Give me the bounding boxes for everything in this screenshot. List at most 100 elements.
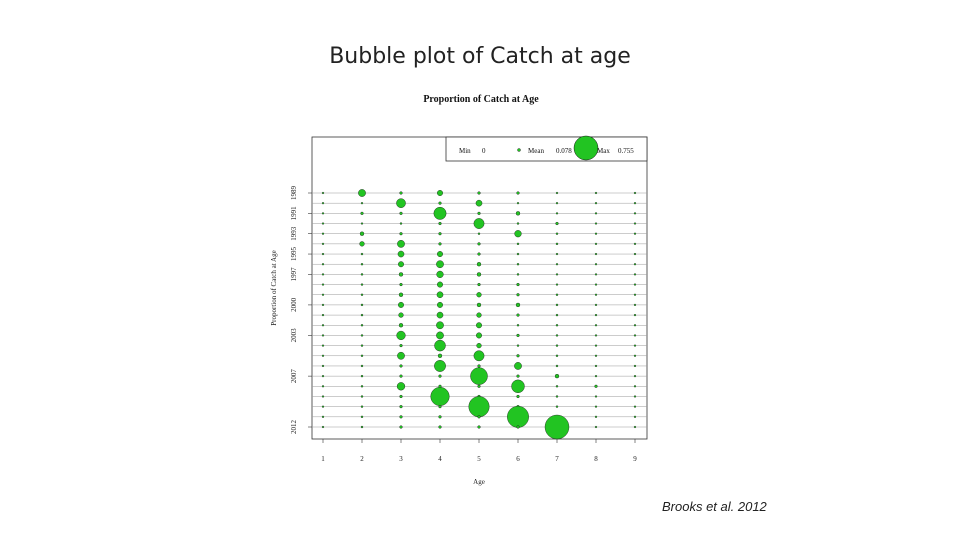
bubble-2002-age-2 (360, 324, 364, 327)
bubble-1989-age-7 (555, 191, 559, 195)
y-tick-label-1993: 1993 (290, 226, 298, 241)
y-axis-ticks: 1989 1991 1993 1995 1997 2000 2003 2007 2012 (290, 186, 312, 435)
y-tick-label-2003: 2003 (290, 328, 298, 343)
bubble-1991-age-2 (360, 211, 364, 215)
bubble-2006-age-5 (477, 364, 481, 368)
bubble-2011-age-6 (507, 405, 529, 428)
bubble-1999-age-4 (436, 291, 444, 299)
bubble-2001-age-3 (398, 312, 404, 318)
bubble-2000-age-5 (476, 302, 482, 308)
bubble-2012-age-3 (399, 425, 403, 429)
x-tick-label-1: 1 (321, 455, 325, 463)
bubble-2008-age-3 (396, 382, 406, 391)
bubble-1994-age-5 (477, 242, 481, 246)
bubble-1999-age-8 (594, 293, 598, 296)
bubble-1997-age-9 (633, 273, 637, 276)
bubble-1999-age-1 (321, 293, 325, 296)
y-tick-label-2012: 2012 (290, 420, 298, 435)
bubble-1996-age-7 (555, 263, 559, 266)
x-tick-label-7: 7 (555, 455, 559, 463)
bubble-1999-age-5 (476, 292, 482, 298)
bubble-2005-age-2 (360, 354, 364, 357)
bubble-1993-age-2 (359, 231, 365, 236)
bubble-2007-age-5 (470, 367, 488, 385)
bubble-2003-age-7 (555, 334, 559, 337)
bubble-1995-age-7 (555, 252, 559, 256)
bubble-1989-age-6 (516, 191, 520, 195)
bubble-1997-age-3 (398, 272, 404, 277)
bubble-2006-age-4 (434, 360, 446, 372)
bubble-2004-age-9 (633, 344, 637, 347)
plot-frame (311, 136, 648, 440)
bubble-2002-age-6 (516, 324, 520, 327)
bubble-1990-age-4 (438, 201, 442, 205)
bubble-1992-age-8 (594, 222, 598, 225)
bubble-1997-age-7 (555, 273, 559, 276)
x-tick-label-3: 3 (399, 455, 403, 463)
bubble-1989-age-2 (358, 189, 366, 197)
bubble-2006-age-9 (633, 364, 637, 368)
bubble-1992-age-5 (473, 218, 485, 229)
bubble-1995-age-2 (360, 252, 364, 256)
bubble-2003-age-3 (396, 330, 406, 341)
x-axis-label: Age (473, 478, 485, 486)
legend-min-value: 0 (482, 147, 486, 155)
bubble-2009-age-6 (516, 394, 520, 399)
bubble-1991-age-4 (433, 206, 447, 220)
bubbles (321, 189, 637, 440)
bubble-1996-age-5 (476, 262, 482, 267)
bubble-2002-age-5 (476, 322, 482, 329)
bubble-2000-age-2 (360, 303, 364, 307)
bubble-1998-age-7 (555, 283, 559, 286)
bubble-2004-age-4 (434, 339, 446, 352)
bubble-2008-age-9 (633, 385, 637, 388)
bubble-2008-age-8 (594, 384, 598, 388)
x-tick-label-6: 6 (516, 455, 520, 463)
bubble-2006-age-6 (514, 362, 522, 370)
bubble-1998-age-1 (321, 283, 325, 286)
bubble-2005-age-8 (594, 354, 598, 357)
bubble-2012-age-2 (360, 425, 364, 429)
bubble-1997-age-6 (516, 273, 520, 276)
bubble-1993-age-3 (399, 232, 403, 236)
bubble-1998-age-6 (516, 282, 520, 287)
bubble-2001-age-7 (555, 313, 559, 317)
bubble-2004-age-6 (516, 344, 520, 347)
x-tick-label-2: 2 (360, 455, 364, 463)
bubble-2009-age-1 (321, 395, 325, 398)
bubble-2009-age-3 (399, 394, 403, 399)
bubble-2010-age-8 (594, 405, 598, 408)
bubble-1994-age-2 (359, 241, 365, 247)
bubble-2000-age-8 (594, 303, 598, 307)
bubble-2008-age-2 (360, 385, 364, 388)
x-tick-label-9: 9 (633, 455, 637, 463)
bubble-2012-age-1 (321, 425, 325, 429)
bubble-2010-age-1 (321, 405, 325, 408)
bubble-2001-age-4 (436, 311, 444, 319)
x-tick-label-8: 8 (594, 455, 598, 463)
legend-max-label: Max (597, 147, 610, 155)
bubble-1996-age-2 (360, 263, 364, 266)
bubble-2005-age-4 (437, 353, 443, 358)
bubble-1996-age-4 (436, 260, 444, 269)
bubble-1999-age-7 (555, 293, 559, 296)
bubble-1997-age-5 (476, 272, 482, 277)
legend-mean-value: 0.078 (556, 147, 572, 155)
bubble-2002-age-1 (321, 324, 325, 327)
bubble-2010-age-5 (468, 396, 490, 418)
bubble-2011-age-8 (594, 415, 598, 418)
bubble-1994-age-6 (516, 242, 520, 246)
chart-title: Proportion of Catch at Age (423, 94, 539, 105)
bubble-1998-age-5 (477, 282, 481, 287)
bubble-1990-age-5 (475, 199, 483, 207)
bubble-1990-age-7 (555, 202, 559, 205)
bubble-1998-age-3 (399, 282, 403, 287)
legend-box (445, 136, 648, 162)
bubble-2002-age-4 (436, 321, 444, 330)
bubble-1996-age-1 (321, 263, 325, 266)
bubble-1992-age-9 (633, 222, 637, 225)
bubble-2012-age-9 (633, 425, 637, 429)
bubble-2005-age-3 (397, 351, 405, 360)
bubble-2010-age-9 (633, 405, 637, 408)
bubble-2005-age-9 (633, 354, 637, 357)
